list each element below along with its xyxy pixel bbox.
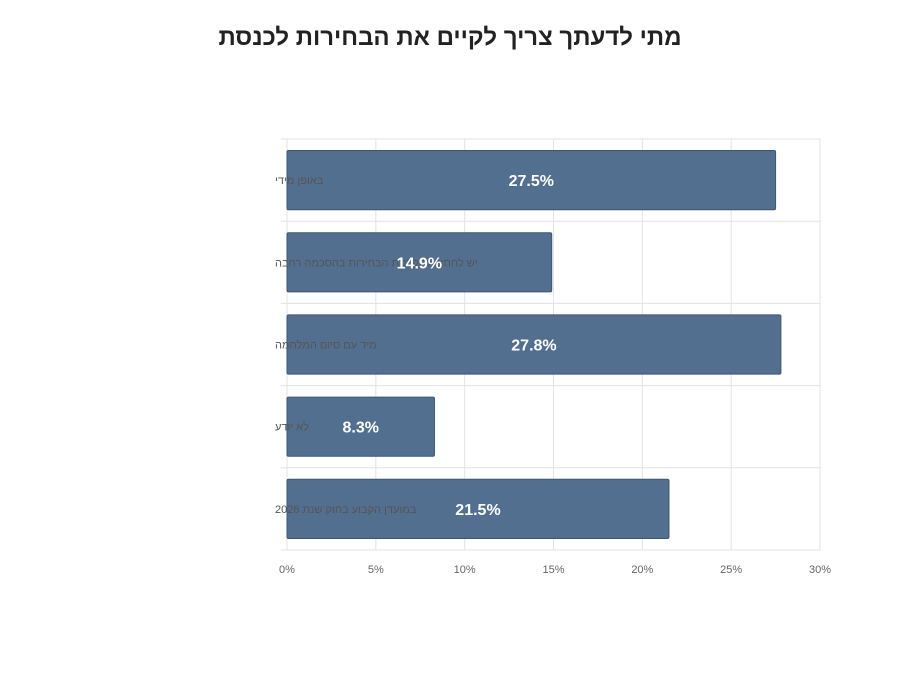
data-label: 8.3%	[342, 420, 378, 437]
bar	[286, 150, 777, 211]
category-label: במועדן הקבוע בחוק שנת 2026	[275, 504, 417, 516]
category-label: באופן מידי	[275, 175, 324, 187]
chart-title: מתי לדעתך צריך לקיים את הבחירות לכנסת	[218, 24, 682, 51]
x-tick-label: 20%	[631, 564, 653, 576]
x-tick-label: 30%	[809, 564, 831, 576]
x-tick-label: 10%	[454, 564, 476, 576]
x-tick-label: 15%	[542, 564, 564, 576]
data-label: 14.9%	[397, 255, 442, 272]
data-label: 27.5%	[509, 173, 554, 190]
category-label: יש לחתור להקדמת הבחירות בהסכמה רחבה	[275, 256, 478, 269]
bar	[286, 314, 782, 375]
x-tick-label: 0%	[279, 564, 295, 576]
category-label: מיד עם סיום המלחמה	[275, 339, 377, 352]
bar	[286, 396, 435, 457]
bar	[286, 232, 553, 293]
x-tick-label: 25%	[720, 564, 742, 576]
data-label: 27.8%	[511, 338, 556, 355]
data-label: 21.5%	[455, 502, 500, 519]
bar	[286, 478, 670, 539]
category-label: לא יודע	[275, 421, 309, 434]
x-tick-label: 5%	[368, 564, 384, 576]
